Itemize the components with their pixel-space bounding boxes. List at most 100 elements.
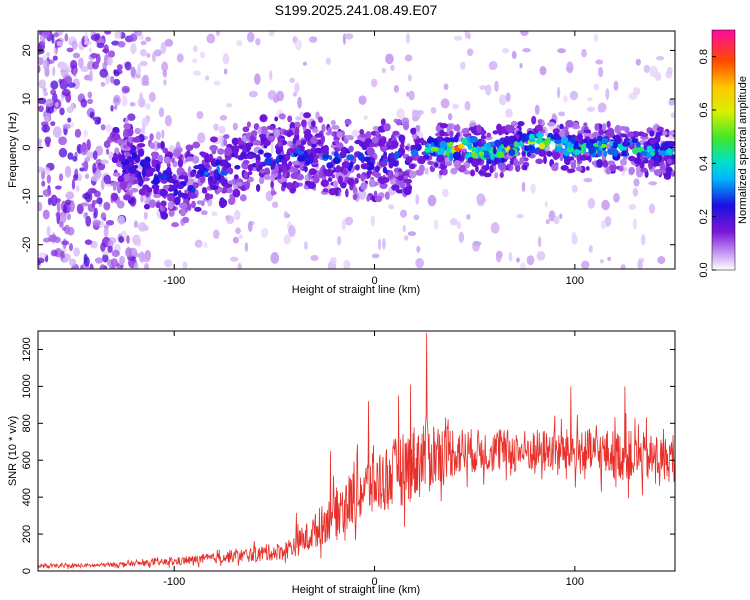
- spectrogram-cell-2293: [258, 164, 263, 170]
- spectrogram-cell-495: [70, 122, 75, 128]
- spectrogram-cell-135: [38, 79, 46, 89]
- spectrogram-cell-2138: [513, 141, 519, 148]
- spectrogram-cell-1598: [219, 200, 227, 209]
- spectrogram-cell-1969: [449, 152, 454, 162]
- spectrogram-cell-1726: [632, 147, 640, 155]
- spectrogram-cell-559: [67, 152, 74, 160]
- spectrogram-cell-2084: [263, 139, 271, 147]
- spectrogram-cell-1425: [242, 126, 250, 133]
- spectrogram-cell-522: [613, 192, 620, 203]
- spectrogram-cell-309: [155, 131, 162, 141]
- spectrogram-cell-2240: [398, 147, 406, 156]
- spectrogram-cell-1347: [509, 159, 515, 165]
- spectrogram-cell-427: [161, 61, 169, 73]
- spectrogram-cell-694: [416, 245, 421, 253]
- spectrogram-cell-1647: [204, 154, 210, 163]
- spectrogram-cell-672: [302, 61, 308, 66]
- spectrogram-cell-2210: [430, 146, 439, 152]
- spectrogram-cell-1225: [494, 172, 499, 179]
- spectrogram-cell-1571: [444, 161, 453, 167]
- snr-y-tick-label: 800: [21, 414, 33, 432]
- spectrogram-cell-1874: [264, 157, 273, 166]
- spectrogram-cell-1590: [330, 120, 336, 126]
- spectrogram-cell-686: [192, 58, 198, 64]
- spectrogram-cell-2018: [355, 164, 360, 171]
- spectrogram-cell-645: [632, 87, 641, 96]
- spectrogram-cell-485: [112, 94, 121, 106]
- spectrogram-cell-356: [593, 83, 600, 91]
- spectrogram-cell-922: [619, 158, 627, 166]
- spectrogram-cell-2249: [342, 167, 347, 175]
- spectrogram-cell-2241: [560, 136, 569, 144]
- spectrogram-cell-609: [88, 47, 92, 53]
- spectrogram-cell-153: [390, 64, 395, 72]
- spectrogram-cell-2114: [308, 168, 317, 176]
- spectrogram-cell-2236: [185, 156, 194, 162]
- spectrogram-cell-2211: [267, 135, 276, 141]
- spectrogram-cell-2007: [621, 150, 627, 157]
- spectrogram-cell-1954: [173, 188, 179, 196]
- spectrogram-cell-1962: [242, 181, 251, 187]
- spectrogram-cell-2239: [207, 175, 214, 183]
- spectrogram-cell-324: [41, 180, 46, 187]
- spectrogram-cell-460: [63, 75, 73, 85]
- spectrogram-cell-2234: [290, 149, 297, 154]
- spectrogram-cell-2059: [436, 149, 444, 156]
- spectrogram-cell-1408: [123, 123, 131, 130]
- spectrogram-cell-2164: [377, 139, 385, 147]
- spectrogram-cell-2145: [220, 177, 226, 187]
- spectrogram-cell-2128: [405, 156, 413, 164]
- snr-panel: -100 0 100 0 200 400 600 800 1000 1200 Height of…: [7, 330, 676, 596]
- spectrogram-cell-2134: [137, 143, 146, 148]
- spectrogram-cell-161: [107, 50, 116, 58]
- spectrogram-cell-2252: [467, 156, 474, 164]
- spectrogram-cell-291: [246, 31, 255, 43]
- spectrogram-cell-2207: [553, 132, 560, 141]
- spectrogram-cell-179: [140, 40, 147, 46]
- spectrogram-cell-626: [84, 157, 91, 162]
- spectrogram-cell-1588: [567, 168, 576, 173]
- spectrogram-cell-699: [309, 36, 318, 43]
- spectrogram-cell-2124: [173, 196, 181, 206]
- spectrogram-cell-1536: [373, 190, 378, 198]
- spectrogram-cell-1595: [233, 174, 239, 180]
- spectrogram-cell-2174: [288, 161, 293, 167]
- spectrogram-cell-2028: [124, 164, 131, 169]
- spectrogram-cell-314: [63, 204, 67, 215]
- spectrogram-cell-1957: [188, 192, 197, 199]
- spectrogram-cell-933: [312, 128, 319, 134]
- spectrogram-cell-677: [50, 249, 58, 257]
- spectrogram-cell-993: [148, 199, 157, 208]
- spectrogram-cell-1574: [654, 136, 661, 142]
- spectrogram-cell-524: [403, 235, 409, 241]
- snr-y-tick-label: 400: [21, 488, 33, 506]
- spectrogram-cell-2269: [336, 131, 343, 139]
- spectrogram-cell-2043: [648, 158, 654, 166]
- spectrogram-cell-215: [404, 54, 413, 62]
- spectrogram-cell-385: [96, 197, 103, 205]
- spectrogram-cell-87: [72, 52, 81, 59]
- spectrogram-cell-174: [289, 77, 295, 83]
- spectrogram-cell-143: [212, 229, 220, 240]
- spectrogram-cell-415: [87, 98, 94, 105]
- spectrogram-cell-2135: [217, 148, 225, 155]
- spectrogram-cell-572: [84, 239, 93, 245]
- spectrogram-cell-447: [402, 224, 407, 233]
- spectrogram-cell-2270: [326, 162, 334, 169]
- spectrogram-cell-508: [449, 218, 458, 226]
- spectrogram-cell-610: [110, 75, 115, 84]
- spectrogram-cell-88: [213, 123, 219, 131]
- spectrogram-cell-208: [67, 117, 72, 123]
- spectrogram-cell-8: [79, 167, 85, 172]
- spectrogram-cell-1702: [337, 175, 344, 185]
- spectrogram-cell-2219: [303, 132, 312, 140]
- spectrogram-cell-1953: [128, 165, 137, 174]
- spectrogram-cell-628: [519, 62, 523, 69]
- spectrogram-cell-238: [235, 227, 241, 235]
- spectrogram-cell-84: [458, 231, 465, 243]
- spectrogram-cell-810: [372, 125, 380, 132]
- spectrogram-cell-1487: [543, 155, 547, 165]
- spectrogram-cell-1014: [485, 164, 490, 170]
- spectrogram-cell-649: [133, 262, 139, 269]
- spectrogram-cell-138: [456, 221, 462, 230]
